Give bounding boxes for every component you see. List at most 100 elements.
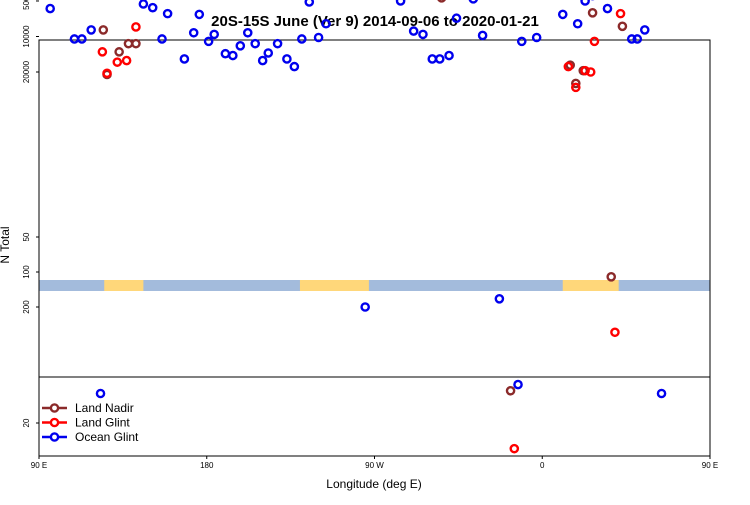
x-axis: 90 E 180 90 W 0 90 E bbox=[31, 456, 718, 470]
ocean-glint-point bbox=[321, 18, 331, 29]
ocean-glint-point bbox=[395, 0, 406, 6]
land-nadir-point bbox=[437, 0, 446, 3]
y-axis: 20000100005000200010005002001005020 bbox=[22, 0, 39, 427]
ocean-glint-point bbox=[86, 25, 96, 35]
ocean-glint-point bbox=[257, 55, 268, 66]
ocean-glint-point bbox=[297, 34, 307, 44]
plot-frames bbox=[38, 39, 711, 457]
ocean-glint-point bbox=[203, 36, 214, 47]
ocean-glint-point bbox=[220, 48, 231, 59]
land-glint-point bbox=[509, 443, 520, 454]
land-nadir-point bbox=[131, 38, 141, 49]
x-tick-label: 0 bbox=[540, 461, 545, 470]
land-ocean-band bbox=[39, 280, 710, 291]
ocean-glint-point bbox=[77, 34, 87, 44]
ocean-glint-point bbox=[194, 9, 205, 20]
x-axis-label: Longitude (deg E) bbox=[326, 477, 421, 491]
legend-marker-land-nadir bbox=[49, 403, 60, 413]
y-tick-label: 20 bbox=[22, 418, 31, 427]
ocean-glint-point bbox=[632, 34, 643, 44]
land-nadir-point bbox=[123, 38, 134, 49]
ocean-glint-point bbox=[656, 388, 667, 399]
y-tick-label: 20000 bbox=[22, 60, 31, 83]
ocean-glint-point bbox=[138, 0, 149, 9]
legend-label-land-glint: Land Glint bbox=[75, 416, 130, 430]
x-tick-label: 180 bbox=[200, 461, 214, 470]
ocean-glint-point bbox=[451, 13, 462, 24]
land-glint-point bbox=[112, 57, 123, 67]
ocean-glint-point bbox=[477, 30, 488, 41]
legend-marker-ocean-glint bbox=[49, 432, 60, 442]
ocean-glint-point bbox=[602, 3, 613, 14]
land-glint-point bbox=[97, 47, 108, 57]
legend-marker-land-glint bbox=[49, 417, 60, 428]
ocean-glint-point bbox=[304, 0, 315, 7]
ocean-glint-point bbox=[228, 50, 238, 61]
ocean-glint-point bbox=[313, 32, 324, 43]
land-nadir-point bbox=[114, 47, 124, 57]
ocean-glint-point bbox=[513, 379, 523, 390]
land-nadir-point bbox=[606, 272, 617, 282]
ocean-glint-point bbox=[242, 27, 253, 38]
land-glint-point bbox=[580, 65, 590, 76]
y-tick-label: 200 bbox=[22, 300, 31, 314]
land-band-segment bbox=[299, 280, 369, 291]
ocean-glint-point bbox=[494, 293, 505, 304]
ocean-glint-point bbox=[639, 25, 650, 35]
y-tick-label: 100 bbox=[22, 265, 31, 279]
ocean-glint-point bbox=[147, 2, 158, 13]
y-axis-label: N Total bbox=[0, 226, 12, 263]
land-nadir-point bbox=[98, 25, 109, 35]
land-glint-point bbox=[589, 36, 600, 47]
ocean-glint-point bbox=[444, 50, 454, 61]
legend-label-ocean-glint: Ocean Glint bbox=[75, 430, 139, 444]
ocean-glint-point bbox=[69, 34, 80, 44]
land-glint-point bbox=[615, 8, 626, 19]
ocean-glint-point bbox=[408, 26, 419, 36]
y-tick-label: 5000 bbox=[22, 0, 31, 10]
land-glint-point bbox=[121, 55, 132, 66]
ocean-glint-point bbox=[434, 54, 445, 64]
land-band-segment bbox=[104, 280, 144, 291]
ocean-glint-point bbox=[468, 0, 478, 4]
land-nadir-point bbox=[587, 8, 598, 18]
x-tick-label: 90 E bbox=[31, 461, 47, 470]
ocean-glint-point bbox=[179, 54, 190, 64]
land-nadir-point bbox=[571, 78, 581, 89]
land-glint-point bbox=[610, 327, 620, 338]
ocean-glint-point bbox=[557, 9, 568, 20]
land-glint-point bbox=[102, 68, 112, 79]
ocean-glint-point bbox=[580, 0, 590, 6]
ocean-glint-point bbox=[188, 27, 199, 38]
chart-title: 20S-15S June (Ver 9) 2014-09-06 to 2020-… bbox=[211, 13, 539, 30]
ocean-glint-point bbox=[531, 32, 542, 43]
land-glint-point bbox=[571, 82, 581, 93]
land-nadir-point bbox=[617, 21, 628, 32]
land-glint-point bbox=[131, 22, 141, 32]
ocean-glint-point bbox=[418, 29, 428, 40]
ocean-glint-point bbox=[235, 41, 246, 51]
land-band-segment bbox=[562, 280, 619, 291]
ocean-glint-point bbox=[516, 36, 527, 47]
y-tick-label: 50 bbox=[22, 232, 31, 241]
land-glint-point bbox=[585, 67, 596, 77]
ocean-glint-point bbox=[250, 38, 261, 49]
ocean-glint-point bbox=[272, 38, 283, 49]
x-tick-label: 90 E bbox=[702, 461, 718, 470]
data-points bbox=[45, 0, 667, 454]
legend-label-land-nadir: Land Nadir bbox=[75, 401, 134, 415]
ocean-glint-point bbox=[282, 54, 292, 64]
x-tick-label: 90 W bbox=[365, 461, 384, 470]
ocean-glint-point bbox=[209, 29, 220, 40]
ocean-glint-point bbox=[289, 61, 300, 72]
y-tick-label: 10000 bbox=[22, 25, 31, 48]
ocean-glint-point bbox=[427, 54, 438, 64]
land-nadir-point bbox=[505, 385, 516, 396]
ocean-glint-point bbox=[162, 8, 173, 19]
ocean-glint-point bbox=[45, 3, 55, 14]
ocean-glint-point bbox=[157, 34, 167, 44]
ocean-glint-point bbox=[360, 302, 370, 312]
